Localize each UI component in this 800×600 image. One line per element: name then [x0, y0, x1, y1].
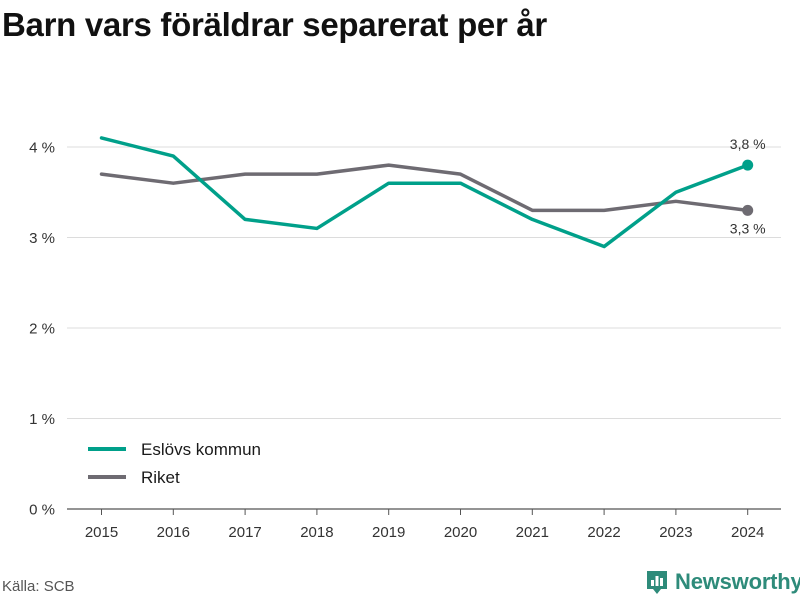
x-tick-label: 2023 — [659, 524, 692, 541]
y-tick-label: 4 % — [29, 140, 55, 157]
y-tick-label: 1 % — [29, 411, 55, 428]
end-point-marker — [742, 204, 754, 216]
source-label: Källa: SCB — [2, 578, 75, 595]
bar-chart-logo-icon — [647, 571, 667, 594]
x-tick-label: 2020 — [444, 524, 477, 541]
legend-label: Riket — [141, 468, 180, 487]
x-tick-label: 2016 — [157, 524, 190, 541]
end-point-marker — [742, 159, 754, 171]
x-tick-label: 2022 — [587, 524, 620, 541]
y-tick-label: 0 % — [29, 502, 55, 519]
brand-name: Newsworthy — [675, 569, 800, 594]
y-tick-label: 3 % — [29, 230, 55, 247]
brand-logo[interactable]: Newsworthy — [645, 569, 800, 595]
x-tick-label: 2017 — [228, 524, 261, 541]
x-tick-label: 2015 — [85, 524, 118, 541]
end-value-label: 3,3 % — [730, 220, 766, 236]
legend-label: Eslövs kommun — [141, 440, 261, 459]
x-tick-label: 2021 — [516, 524, 549, 541]
end-value-label: 3,8 % — [730, 136, 766, 152]
x-tick-label: 2024 — [731, 524, 764, 541]
series-line — [99, 136, 750, 249]
x-tick-label: 2018 — [300, 524, 333, 541]
y-tick-label: 2 % — [29, 321, 55, 338]
chart-title: Barn vars föräldrar separerat per år — [2, 6, 547, 43]
series-line — [99, 163, 750, 213]
x-tick-label: 2019 — [372, 524, 405, 541]
